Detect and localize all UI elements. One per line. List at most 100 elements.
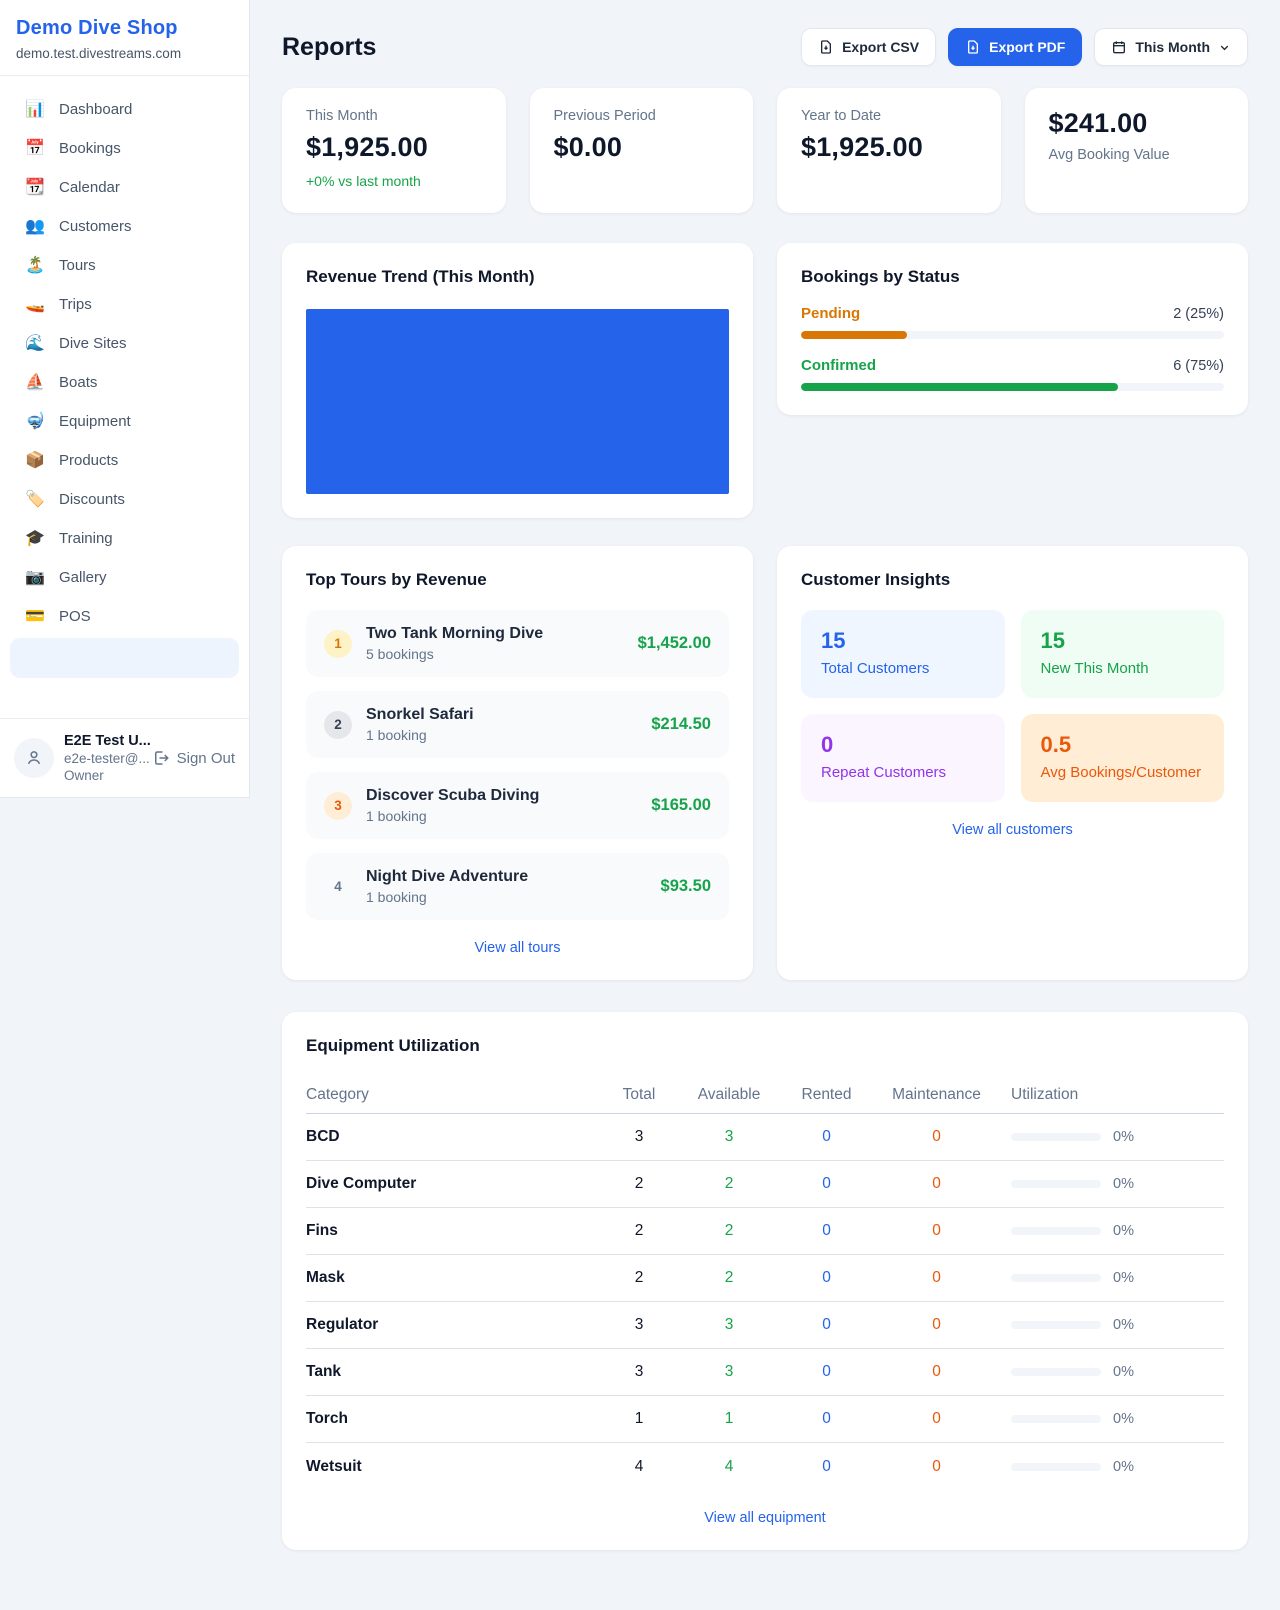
revenue-trend-bar — [306, 309, 729, 494]
calendar-icon — [1113, 41, 1126, 54]
equipment-available: 2 — [724, 1222, 734, 1239]
sidebar-item-boats[interactable]: ⛵ Boats — [0, 363, 249, 402]
utilization-bar — [1011, 1462, 1101, 1471]
sidebar-item-bookings[interactable]: 📅 Bookings — [0, 129, 249, 168]
equipment-rented: 0 — [822, 1457, 831, 1475]
utilization-bar — [1011, 1321, 1101, 1329]
tour-name: Discover Scuba Diving — [366, 787, 540, 804]
user-avatar — [14, 738, 54, 778]
status-row-pending: Pending 2 (25%) — [801, 305, 1224, 339]
period-dropdown[interactable]: This Month — [1094, 28, 1248, 66]
equipment-rented: 0 — [822, 1222, 831, 1239]
revenue-trend-title: Revenue Trend (This Month) — [306, 267, 535, 286]
equipment-utilization: 0% — [999, 1270, 1224, 1286]
sidebar-item-customers[interactable]: 👥 Customers — [0, 207, 249, 246]
column-header-utilization: Utilization — [1011, 1085, 1079, 1103]
user-info: E2E Test U... e2e-tester@... Owner — [64, 733, 151, 783]
utilization-bar — [1011, 1227, 1101, 1235]
customer-insights-title: Customer Insights — [801, 570, 951, 589]
equipment-row-tank: Tank 3 3 0 0 0% — [306, 1349, 1224, 1396]
stat-card-avg-booking-value: $241.00 Avg Booking Value — [1024, 88, 1248, 213]
equipment-utilization: 0% — [999, 1364, 1224, 1380]
sign-out-label: Sign Out — [176, 749, 235, 767]
tour-revenue: $214.50 — [651, 715, 711, 733]
dive-sites-icon: 🌊 — [25, 334, 45, 352]
export-pdf-button[interactable]: Export PDF — [948, 28, 1083, 66]
top-tours-card: Top Tours by Revenue 1 Two Tank Morning D… — [282, 546, 753, 980]
view-all-tours-link[interactable]: View all tours — [474, 940, 561, 956]
status-rows: Pending 2 (25%) Confirmed 6 (75%) — [801, 305, 1224, 391]
equipment-available: 4 — [724, 1457, 734, 1475]
equipment-maintenance: 0 — [932, 1410, 941, 1427]
brand-title: Demo Dive Shop — [16, 17, 178, 39]
equipment-rented: 0 — [822, 1363, 831, 1380]
equipment-maintenance: 0 — [932, 1128, 941, 1145]
file-download-icon — [968, 40, 979, 54]
view-all-customers-link[interactable]: View all customers — [952, 822, 1073, 838]
sidebar-item-dive-sites[interactable]: 🌊 Dive Sites — [0, 324, 249, 363]
equipment-utilization: 0% — [999, 1459, 1224, 1475]
equipment-category: Fins — [306, 1222, 338, 1239]
utilization-bar — [1011, 1368, 1101, 1376]
sidebar-item-label: Equipment — [59, 413, 131, 430]
sidebar-item-label: Customers — [59, 218, 132, 235]
equipment-total: 2 — [634, 1269, 644, 1286]
tour-bookings: 1 booking — [366, 808, 427, 824]
view-all-equipment-link[interactable]: View all equipment — [704, 1510, 826, 1526]
status-progress-track — [801, 331, 1224, 339]
status-label: Pending — [801, 305, 861, 322]
stat-label: Previous Period — [553, 108, 656, 124]
sidebar-item-pos[interactable]: 💳 POS — [0, 597, 249, 636]
equipment-utilization-card: Equipment Utilization Category Total Avail… — [282, 1012, 1248, 1550]
bookings-icon: 📅 — [25, 139, 45, 157]
discounts-icon: 🏷️ — [25, 490, 45, 508]
tour-row-snorkel-safari[interactable]: 2 Snorkel Safari 1 booking $214.50 — [306, 691, 729, 758]
equipment-rented: 0 — [822, 1316, 831, 1333]
equipment-available: 3 — [724, 1363, 734, 1380]
tour-row-night-dive-adventure[interactable]: 4 Night Dive Adventure 1 booking $93.50 — [306, 853, 729, 920]
sidebar-item-gallery[interactable]: 📷 Gallery — [0, 558, 249, 597]
sidebar-item-label: Products — [59, 452, 119, 469]
status-count: 2 (25%) — [1173, 305, 1224, 322]
column-header-rented: Rented — [801, 1085, 852, 1103]
sidebar-item-label: POS — [59, 608, 91, 625]
stat-value: $241.00 — [1048, 108, 1148, 138]
stat-delta: +0% vs last month — [306, 173, 421, 189]
utilization-percent: 0% — [1113, 1176, 1134, 1192]
insight-tile-repeat-customers: 0 Repeat Customers — [801, 714, 1005, 802]
equipment-total: 2 — [634, 1222, 644, 1239]
file-download-icon — [821, 40, 832, 54]
tour-row-two-tank-morning-dive[interactable]: 1 Two Tank Morning Dive 5 bookings $1,452.0… — [306, 610, 729, 677]
page-title: Reports — [282, 32, 377, 61]
export-csv-button[interactable]: Export CSV — [801, 28, 937, 66]
status-row-confirmed: Confirmed 6 (75%) — [801, 357, 1224, 391]
sidebar-item-calendar[interactable]: 📆 Calendar — [0, 168, 249, 207]
sidebar-item-trips[interactable]: 🚤 Trips — [0, 285, 249, 324]
sidebar-item-active-partial[interactable] — [10, 638, 239, 678]
brand-area: Demo Dive Shop demo.test.divestreams.com — [0, 0, 249, 76]
utilization-bar — [1011, 1415, 1101, 1423]
top-tours-title: Top Tours by Revenue — [306, 570, 487, 589]
sidebar-item-training[interactable]: 🎓 Training — [0, 519, 249, 558]
sidebar-item-discounts[interactable]: 🏷️ Discounts — [0, 480, 249, 519]
sign-out-button[interactable]: Sign Out — [152, 749, 235, 767]
sidebar-item-label: Discounts — [59, 491, 125, 508]
sidebar-item-label: Boats — [59, 374, 98, 391]
equipment-category: Torch — [306, 1410, 348, 1427]
sidebar-item-products[interactable]: 📦 Products — [0, 441, 249, 480]
sidebar-item-tours[interactable]: 🏝️ Tours — [0, 246, 249, 285]
sidebar-item-label: Calendar — [59, 179, 120, 196]
brand-domain: demo.test.divestreams.com — [16, 46, 182, 61]
sidebar-item-dashboard[interactable]: 📊 Dashboard — [0, 90, 249, 129]
training-icon: 🎓 — [25, 529, 45, 547]
status-progress-fill — [801, 331, 907, 339]
sidebar-item-label: Dive Sites — [59, 335, 127, 352]
boats-icon: ⛵ — [25, 373, 45, 391]
tour-row-discover-scuba-diving[interactable]: 3 Discover Scuba Diving 1 booking $165.00 — [306, 772, 729, 839]
utilization-percent: 0% — [1113, 1411, 1134, 1427]
header-actions: Export CSV Export PDF This Month — [801, 28, 1248, 66]
equipment-total: 3 — [634, 1316, 644, 1333]
equipment-total: 1 — [634, 1410, 644, 1427]
products-icon: 📦 — [25, 451, 45, 469]
sidebar-item-equipment[interactable]: 🤿 Equipment — [0, 402, 249, 441]
